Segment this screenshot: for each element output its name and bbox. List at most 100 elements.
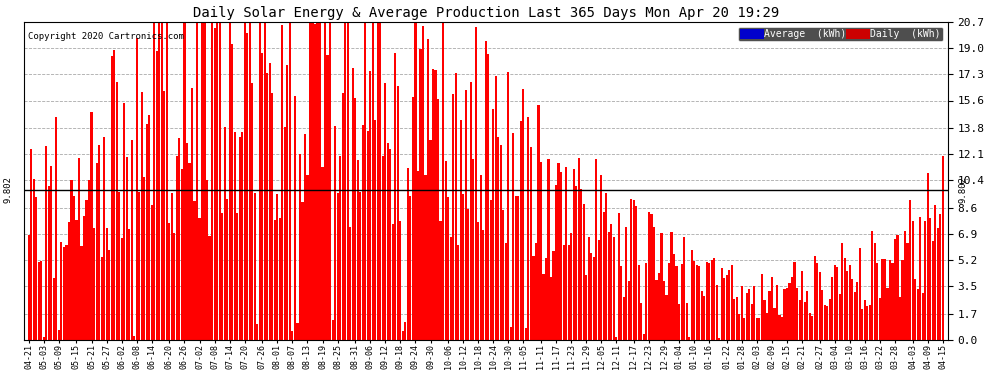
Bar	[643, 334, 645, 340]
Bar	[721, 268, 723, 340]
Bar	[758, 318, 760, 340]
Bar	[437, 99, 440, 340]
Bar	[108, 250, 110, 340]
Bar	[621, 266, 623, 340]
Bar	[361, 125, 363, 340]
Bar	[123, 103, 126, 340]
Bar	[562, 245, 564, 340]
Bar	[50, 166, 52, 340]
Bar	[924, 220, 927, 340]
Bar	[41, 261, 43, 340]
Bar	[131, 140, 133, 340]
Bar	[31, 149, 33, 340]
Bar	[387, 143, 389, 340]
Bar	[631, 199, 633, 340]
Bar	[366, 130, 369, 340]
Bar	[600, 175, 602, 340]
Bar	[118, 192, 120, 340]
Bar	[736, 297, 738, 340]
Bar	[525, 328, 527, 340]
Bar	[685, 303, 688, 340]
Bar	[680, 264, 683, 340]
Bar	[590, 253, 592, 340]
Bar	[435, 70, 437, 340]
Bar	[384, 82, 386, 340]
Bar	[168, 223, 170, 340]
Bar	[374, 120, 376, 340]
Bar	[691, 250, 693, 340]
Bar	[407, 168, 409, 340]
Bar	[294, 96, 296, 340]
Bar	[806, 291, 808, 340]
Bar	[248, 22, 250, 340]
Bar	[379, 22, 381, 340]
Bar	[748, 289, 750, 340]
Bar	[585, 275, 587, 340]
Bar	[73, 196, 75, 340]
Bar	[332, 320, 334, 340]
Bar	[46, 146, 48, 340]
Bar	[507, 72, 510, 340]
Bar	[369, 70, 371, 340]
Bar	[60, 243, 62, 340]
Bar	[500, 145, 502, 340]
Bar	[36, 197, 38, 340]
Bar	[842, 243, 843, 340]
Bar	[224, 127, 226, 340]
Bar	[696, 265, 698, 340]
Bar	[608, 232, 610, 340]
Bar	[274, 220, 276, 340]
Bar	[896, 235, 899, 340]
Bar	[420, 50, 422, 340]
Bar	[839, 294, 841, 340]
Bar	[432, 69, 434, 340]
Bar	[832, 277, 834, 340]
Bar	[502, 210, 504, 340]
Bar	[126, 157, 128, 340]
Bar	[141, 93, 143, 340]
Bar	[869, 305, 871, 340]
Bar	[146, 124, 148, 340]
Bar	[214, 28, 216, 340]
Bar	[745, 293, 747, 340]
Bar	[861, 309, 863, 340]
Bar	[660, 232, 662, 340]
Bar	[425, 175, 427, 340]
Bar	[111, 56, 113, 340]
Bar	[781, 317, 783, 340]
Legend: Average  (kWh), Daily  (kWh): Average (kWh), Daily (kWh)	[738, 27, 942, 41]
Bar	[158, 22, 160, 340]
Bar	[309, 22, 311, 340]
Bar	[647, 212, 650, 340]
Bar	[90, 112, 93, 340]
Text: Copyright 2020 Cartronics.com: Copyright 2020 Cartronics.com	[29, 32, 184, 40]
Bar	[881, 259, 883, 340]
Bar	[281, 25, 283, 340]
Bar	[821, 290, 824, 340]
Bar	[565, 167, 567, 340]
Bar	[171, 194, 173, 340]
Bar	[477, 222, 479, 340]
Bar	[128, 230, 131, 340]
Bar	[442, 22, 445, 340]
Bar	[134, 336, 136, 340]
Bar	[181, 169, 183, 340]
Bar	[940, 214, 941, 340]
Bar	[683, 237, 685, 340]
Bar	[829, 298, 831, 340]
Bar	[670, 232, 672, 340]
Bar	[121, 238, 123, 340]
Bar	[819, 272, 821, 340]
Bar	[258, 22, 260, 340]
Bar	[894, 239, 896, 340]
Bar	[324, 22, 326, 340]
Bar	[724, 278, 726, 340]
Bar	[856, 282, 858, 340]
Bar	[879, 297, 881, 340]
Bar	[547, 159, 549, 340]
Bar	[88, 180, 90, 340]
Bar	[510, 327, 512, 340]
Bar	[464, 90, 466, 340]
Bar	[467, 209, 469, 340]
Bar	[178, 138, 180, 340]
